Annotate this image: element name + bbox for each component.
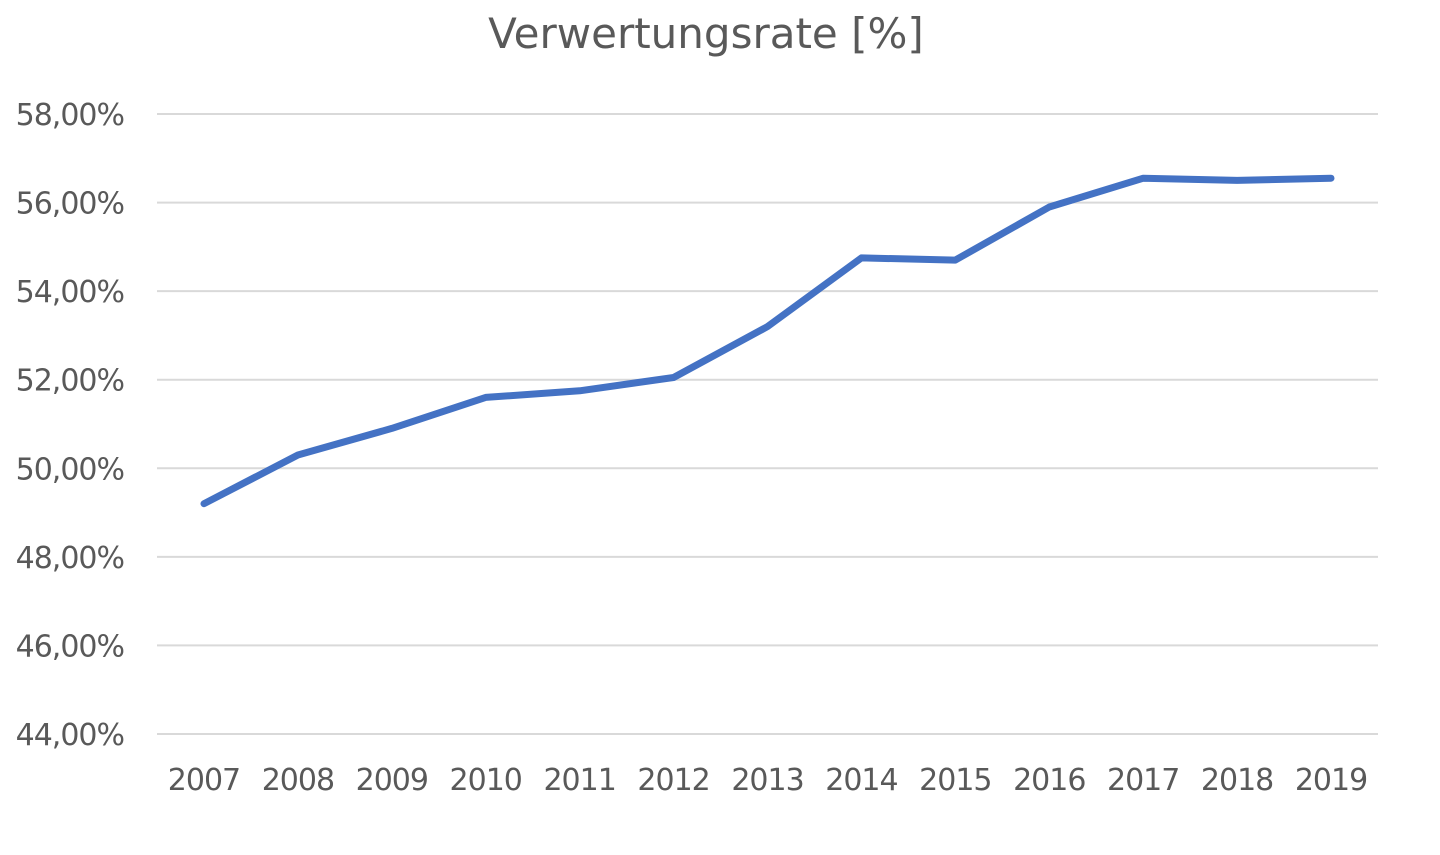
y-tick-label: 48,00% (16, 541, 124, 576)
gridlines (157, 113, 1378, 735)
x-tick-label: 2018 (1201, 763, 1273, 798)
x-tick-label: 2015 (919, 763, 991, 798)
x-tick-label: 2011 (543, 763, 615, 798)
x-tick-label: 2016 (1013, 763, 1085, 798)
series-line (200, 174, 1335, 508)
x-tick-label: 2009 (356, 763, 428, 798)
x-tick-label: 2010 (450, 763, 522, 798)
x-tick-label: 2013 (731, 763, 803, 798)
y-tick-label: 50,00% (16, 452, 124, 487)
x-tick-label: 2008 (262, 763, 334, 798)
y-axis-tick-labels: 44,00% 46,00% 48,00% 50,00% 52,00% 54,00% 56,0… (16, 98, 125, 753)
y-tick-label: 54,00% (16, 275, 124, 310)
y-tick-label: 46,00% (16, 629, 124, 664)
x-axis-tick-labels: 2007 2008 2009 2010 2011 2012 2013 2014 2015 2016… (168, 763, 1368, 798)
x-tick-label: 2017 (1107, 763, 1179, 798)
y-tick-label: 56,00% (16, 187, 124, 222)
chart-title: Verwertungsrate [%] (488, 9, 924, 58)
x-tick-label: 2007 (168, 763, 240, 798)
y-tick-label: 58,00% (16, 98, 124, 133)
y-tick-label: 44,00% (16, 718, 124, 753)
y-tick-label: 52,00% (16, 364, 124, 399)
x-tick-label: 2019 (1295, 763, 1367, 798)
series-lines (200, 174, 1335, 508)
x-tick-label: 2012 (637, 763, 709, 798)
x-tick-label: 2014 (825, 763, 897, 798)
